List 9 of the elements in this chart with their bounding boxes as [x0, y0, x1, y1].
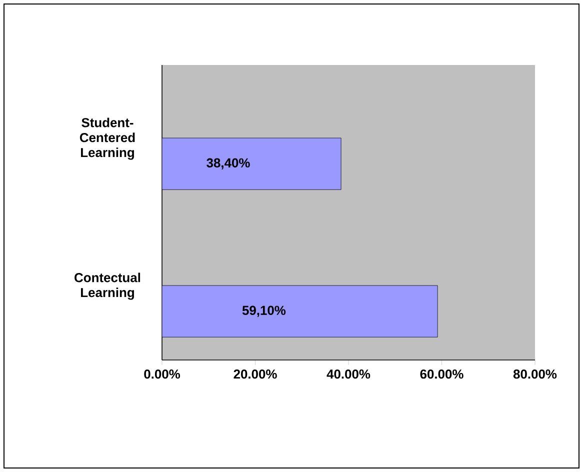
- y-tick-label: Student-Centered Learning: [80, 118, 135, 160]
- x-tick-label: 60.00%: [420, 370, 464, 379]
- data-label: 59,10%: [242, 306, 286, 317]
- x-tick-label: 20.00%: [234, 370, 277, 379]
- x-tick-label: 40.00%: [326, 370, 370, 379]
- y-tick-label: Contectual Learning: [74, 272, 140, 300]
- data-label: 38,40%: [206, 158, 250, 170]
- x-tick-label: 0.00%: [144, 370, 180, 379]
- x-tick-label: 80.00%: [513, 370, 557, 379]
